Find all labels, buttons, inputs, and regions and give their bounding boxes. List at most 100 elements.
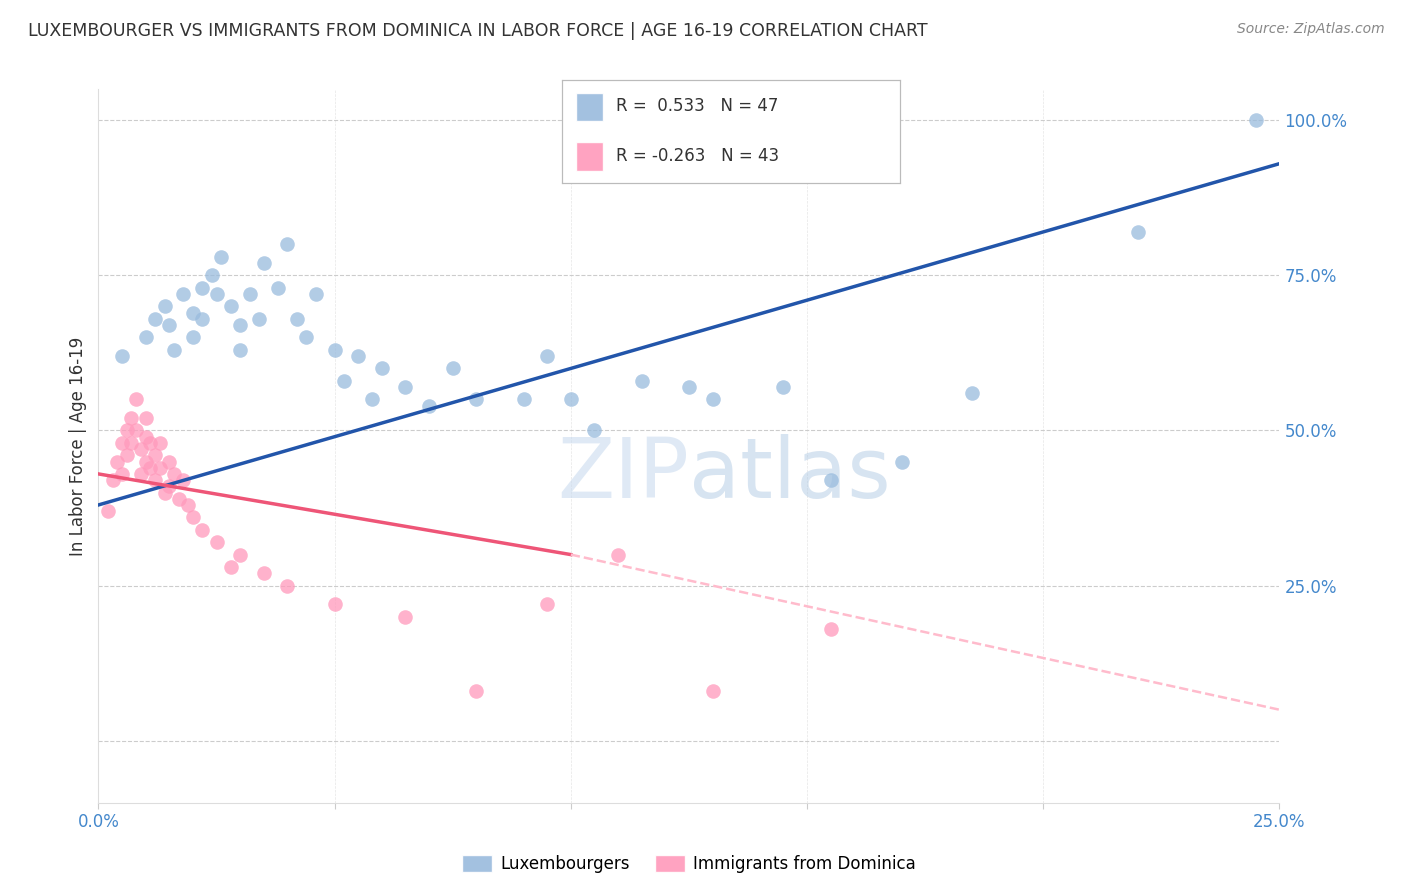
Point (394, 609, 416, 624)
Y-axis label: In Labor Force | Age 16-19: In Labor Force | Age 16-19 (69, 336, 87, 556)
Point (181, 305, 204, 319)
Point (512, 392, 534, 407)
Point (323, 343, 346, 357)
Point (890, 454, 912, 468)
Point (583, 424, 606, 438)
Point (394, 380, 416, 394)
Point (229, 548, 252, 562)
Point (167, 491, 190, 506)
Point (143, 473, 166, 487)
Point (347, 349, 370, 363)
Point (115, 448, 138, 462)
Point (536, 597, 558, 611)
Point (115, 424, 138, 438)
Text: R = -0.263   N = 43: R = -0.263 N = 43 (616, 147, 779, 165)
Point (820, 473, 842, 487)
Point (441, 361, 464, 376)
Point (121, 436, 143, 450)
Point (191, 523, 214, 537)
Point (143, 311, 166, 326)
Point (678, 380, 700, 394)
Point (205, 535, 228, 549)
Point (418, 399, 440, 413)
Point (121, 411, 143, 425)
Point (702, 392, 724, 407)
Point (371, 361, 394, 376)
Point (253, 566, 276, 581)
Point (209, 250, 232, 264)
Point (229, 318, 252, 332)
Point (153, 485, 176, 500)
Point (111, 349, 134, 363)
Point (149, 436, 172, 450)
FancyBboxPatch shape (576, 93, 603, 121)
Point (129, 442, 152, 456)
Point (630, 374, 652, 388)
Text: atlas: atlas (689, 434, 890, 515)
Point (1126, 225, 1149, 239)
Point (191, 281, 214, 295)
Point (465, 392, 488, 407)
Point (111, 436, 134, 450)
Point (323, 597, 346, 611)
Point (181, 330, 204, 344)
Point (135, 454, 157, 468)
Point (361, 392, 384, 407)
Point (536, 349, 558, 363)
Point (772, 380, 794, 394)
Point (305, 287, 328, 301)
Point (163, 343, 186, 357)
Text: Source: ZipAtlas.com: Source: ZipAtlas.com (1237, 22, 1385, 37)
FancyBboxPatch shape (576, 142, 603, 170)
Point (333, 374, 356, 388)
Point (295, 330, 318, 344)
Point (201, 268, 224, 283)
Point (177, 498, 200, 512)
Point (702, 684, 724, 698)
Point (607, 548, 630, 562)
Point (129, 467, 152, 481)
Point (125, 392, 148, 407)
Point (157, 318, 180, 332)
Point (276, 579, 298, 593)
Point (105, 454, 128, 468)
Point (191, 311, 214, 326)
Text: LUXEMBOURGER VS IMMIGRANTS FROM DOMINICA IN LABOR FORCE | AGE 16-19 CORRELATION : LUXEMBOURGER VS IMMIGRANTS FROM DOMINICA… (28, 22, 928, 40)
Point (135, 330, 157, 344)
Point (139, 460, 162, 475)
Point (465, 684, 488, 698)
Point (820, 622, 842, 636)
Point (135, 411, 157, 425)
Point (267, 281, 290, 295)
Text: ZIP: ZIP (557, 434, 689, 515)
Point (962, 386, 984, 401)
Point (229, 343, 252, 357)
Point (139, 436, 162, 450)
Point (135, 430, 157, 444)
Point (239, 287, 262, 301)
Point (97, 504, 120, 518)
Point (205, 287, 228, 301)
Point (172, 473, 194, 487)
Text: R =  0.533   N = 47: R = 0.533 N = 47 (616, 97, 779, 115)
Point (285, 311, 308, 326)
Point (247, 311, 270, 326)
Point (219, 560, 242, 574)
Point (219, 299, 242, 313)
Point (111, 467, 134, 481)
Point (157, 479, 180, 493)
Point (153, 299, 176, 313)
Point (143, 448, 166, 462)
Point (101, 473, 124, 487)
Point (276, 237, 298, 252)
Point (157, 454, 180, 468)
Point (253, 256, 276, 270)
Legend: Luxembourgers, Immigrants from Dominica: Luxembourgers, Immigrants from Dominica (456, 848, 922, 880)
Point (149, 460, 172, 475)
Point (125, 424, 148, 438)
Point (560, 392, 582, 407)
Point (181, 510, 204, 524)
Point (1244, 113, 1267, 128)
Point (163, 467, 186, 481)
Point (172, 287, 194, 301)
